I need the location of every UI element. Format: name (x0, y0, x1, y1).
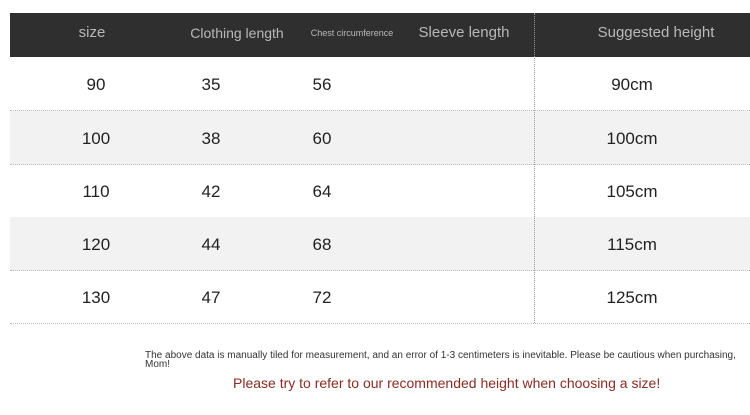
header-size: size (78, 24, 106, 41)
cell-size: 90 (86, 75, 106, 94)
cell-size: 110 (82, 182, 110, 201)
header-clothing-length: Clothing length (190, 25, 284, 41)
column-divider (534, 13, 535, 323)
table-row: 90 35 56 90cm (10, 57, 750, 111)
cell-clothing-length: 42 (201, 182, 221, 201)
header-chest-circumference: Chest circumference (310, 28, 394, 38)
cell-clothing-length: 44 (201, 235, 221, 254)
measurement-note: The above data is manually tiled for mea… (145, 350, 736, 370)
table-row: 110 42 64 105cm (10, 164, 750, 218)
size-tip: Please try to refer to our recommended h… (233, 375, 661, 391)
cell-clothing-length: 47 (201, 288, 221, 307)
cell-chest: 60 (312, 129, 332, 148)
cell-size: 120 (81, 235, 111, 254)
cell-height: 90cm (611, 75, 653, 94)
cell-size: 130 (81, 288, 111, 307)
cell-clothing-length: 38 (201, 129, 221, 148)
header-sleeve-length: Sleeve length (418, 24, 510, 41)
table-row: 120 44 68 115cm (10, 217, 750, 271)
cell-height: 115cm (607, 235, 657, 254)
table-row: 100 38 60 100cm (10, 111, 750, 165)
table-header: size Clothing length Chest circumference… (10, 13, 750, 57)
table-row: 130 47 72 125cm (10, 270, 750, 324)
cell-height: 100cm (606, 129, 658, 148)
cell-chest: 64 (312, 182, 332, 201)
cell-chest: 56 (312, 75, 332, 94)
cell-size: 100 (81, 129, 111, 148)
cell-clothing-length: 35 (201, 75, 221, 94)
cell-chest: 68 (312, 235, 332, 254)
cell-height: 105cm (606, 182, 658, 201)
cell-height: 125cm (606, 288, 658, 307)
header-suggested-height: Suggested height (597, 24, 715, 41)
cell-chest: 72 (312, 288, 332, 307)
